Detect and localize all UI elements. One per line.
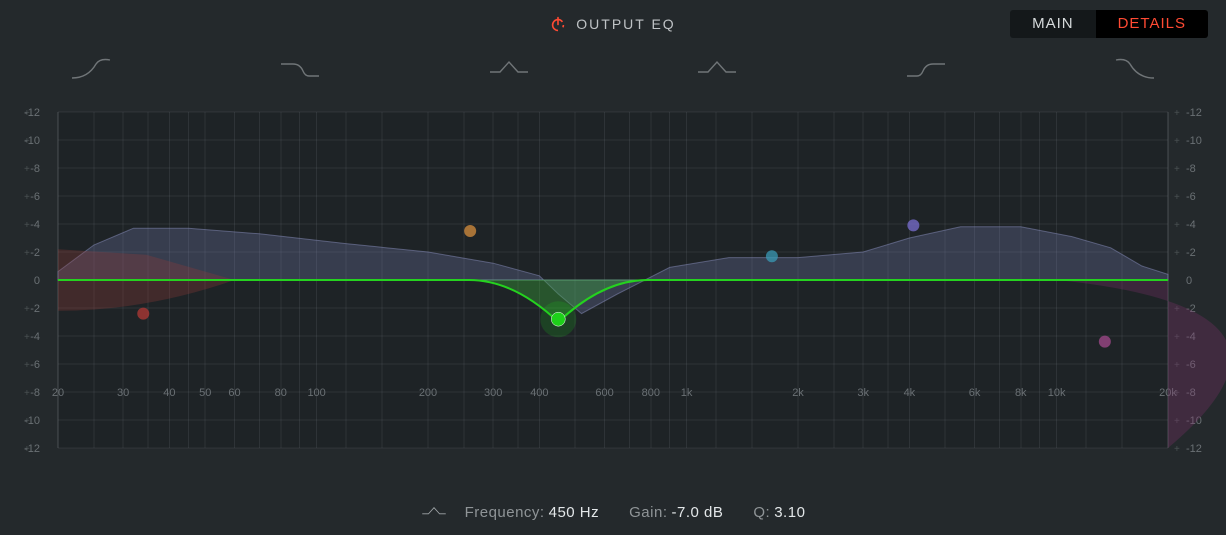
x-tick: 200	[419, 387, 437, 399]
x-tick: 20	[52, 387, 64, 399]
y-tick: 0	[1186, 275, 1192, 287]
band-type-row	[70, 52, 1156, 86]
y-tick: -6	[30, 359, 40, 371]
freq-readout[interactable]: Frequency:450 Hz	[465, 504, 600, 521]
y-tick: -2	[30, 303, 40, 315]
band5-highshelf-icon[interactable]	[905, 58, 947, 80]
x-tick: 3k	[857, 387, 869, 399]
y-tick: -12	[1186, 107, 1202, 119]
x-tick: 60	[228, 387, 240, 399]
svg-text:+: +	[1174, 444, 1180, 455]
y-tick: -2	[1186, 247, 1196, 259]
svg-text:+: +	[1174, 192, 1180, 203]
y-tick: -8	[30, 163, 40, 175]
gain-readout[interactable]: Gain: -7.0 dB	[629, 504, 723, 521]
x-tick: 6k	[969, 387, 981, 399]
x-tick: 80	[275, 387, 287, 399]
y-tick: -6	[30, 191, 40, 203]
tab-details[interactable]: DETAILS	[1096, 10, 1208, 38]
x-tick: 400	[530, 387, 548, 399]
x-tick: 2k	[792, 387, 804, 399]
y-tick: -6	[1186, 191, 1196, 203]
x-tick: 8k	[1015, 387, 1027, 399]
power-icon[interactable]	[550, 16, 566, 32]
x-tick: 50	[199, 387, 211, 399]
y-tick: -4	[1186, 219, 1196, 231]
y-tick: -10	[24, 135, 40, 147]
band1-highpass-icon[interactable]	[70, 58, 112, 80]
node-band4[interactable]	[766, 250, 778, 262]
band2-lowshelf-icon[interactable]	[279, 58, 321, 80]
node-band3[interactable]	[551, 312, 565, 326]
svg-text:+: +	[1174, 248, 1180, 259]
y-tick: -8	[30, 387, 40, 399]
node-band1[interactable]	[137, 308, 149, 320]
node-band6[interactable]	[1099, 336, 1111, 348]
y-tick: -2	[30, 247, 40, 259]
tab-main[interactable]: MAIN	[1010, 10, 1096, 38]
readout-bar: Frequency:450 Hz Gain: -7.0 dB Q:3.10	[0, 489, 1226, 535]
y-tick: -10	[1186, 135, 1202, 147]
x-tick: 100	[307, 387, 325, 399]
readout-bandtype-icon	[421, 504, 447, 520]
x-tick: 40	[163, 387, 175, 399]
y-tick: -12	[24, 107, 40, 119]
x-tick: 600	[595, 387, 613, 399]
module-title: OUTPUT EQ	[576, 16, 675, 32]
x-tick: 4k	[904, 387, 916, 399]
x-tick: 1k	[681, 387, 693, 399]
gain-readout-label: Gain:	[629, 504, 667, 521]
y-tick: -12	[1186, 443, 1202, 455]
svg-text:+: +	[1174, 108, 1180, 119]
y-tick: -4	[30, 331, 40, 343]
band6-lowpass-icon[interactable]	[1114, 58, 1156, 80]
x-tick: 800	[642, 387, 660, 399]
y-tick: 0	[34, 275, 40, 287]
freq-readout-value: 450 Hz	[549, 504, 600, 521]
eq-plot[interactable]: +-12+-12+-10+-10+-8+-8+-6+-6+-4+-4+-2+-2…	[0, 90, 1226, 455]
gain-readout-value: -7.0 dB	[672, 504, 724, 521]
svg-text:+: +	[1174, 164, 1180, 175]
freq-readout-label: Frequency:	[465, 504, 545, 521]
y-tick: -8	[1186, 163, 1196, 175]
x-tick: 30	[117, 387, 129, 399]
svg-text:+: +	[1174, 220, 1180, 231]
view-tabs: MAINDETAILS	[1010, 10, 1208, 38]
node-band5[interactable]	[907, 219, 919, 231]
band4-bell-icon[interactable]	[696, 58, 738, 80]
x-tick: 300	[484, 387, 502, 399]
x-tick: 10k	[1048, 387, 1066, 399]
y-tick: -4	[30, 219, 40, 231]
svg-text:+: +	[1174, 136, 1180, 147]
y-tick: -12	[24, 443, 40, 455]
q-readout-value: 3.10	[774, 504, 805, 521]
q-readout-label: Q:	[753, 504, 770, 521]
band3-bell-icon[interactable]	[488, 58, 530, 80]
y-tick: -10	[24, 415, 40, 427]
node-band2[interactable]	[464, 225, 476, 237]
q-readout[interactable]: Q:3.10	[753, 504, 805, 521]
